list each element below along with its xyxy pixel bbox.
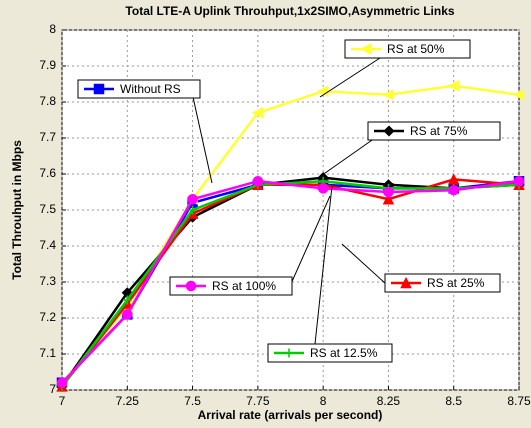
legend-label: RS at 25% (427, 276, 485, 290)
y-tick-label: 7.3 (39, 274, 56, 288)
marker (383, 125, 395, 137)
marker (513, 175, 525, 187)
y-tick-label: 7 (49, 382, 56, 396)
marker (56, 377, 68, 389)
x-tick-label: 8 (320, 394, 327, 408)
marker (122, 309, 133, 320)
marker (187, 193, 198, 205)
annotation-arrow (317, 137, 376, 179)
marker (359, 43, 372, 55)
marker (185, 280, 197, 292)
y-tick-label: 7.7 (39, 130, 56, 144)
annotation-box (169, 276, 293, 296)
legend-label: RS at 12.5% (310, 346, 378, 360)
x-tick-label: 7 (59, 394, 66, 408)
marker (122, 295, 132, 305)
x-tick-label: 7.5 (184, 394, 201, 408)
annotation: RS at 50% (319, 39, 471, 98)
marker (382, 193, 395, 205)
marker (251, 107, 264, 119)
annotation-box (344, 39, 471, 59)
marker (448, 184, 459, 196)
y-tick-label: 7.1 (39, 346, 56, 360)
annotation-arrow (319, 57, 381, 98)
annotation: RS at 12.5% (267, 185, 393, 363)
annotation-arrow (289, 195, 331, 287)
marker (317, 183, 329, 194)
annotation-arrow (314, 185, 333, 345)
legend-label: RS at 75% (410, 124, 468, 138)
annotation-box (367, 121, 501, 141)
x-tick-label: 8.75 (507, 394, 531, 408)
marker (93, 83, 105, 95)
marker (284, 348, 294, 358)
annotation-arrow (192, 96, 213, 184)
marker (400, 276, 412, 289)
annotation-arrow (341, 243, 387, 285)
legend-label: Without RS (120, 82, 181, 96)
y-axis-label: Total Throuhput in Mbps (10, 140, 24, 280)
annotation-box (77, 79, 201, 99)
annotation: RS at 100% (169, 195, 331, 296)
marker (382, 89, 394, 101)
x-tick-label: 8.25 (377, 394, 401, 408)
series-line (61, 179, 520, 388)
annotation: RS at 25% (341, 243, 501, 293)
marker (188, 205, 198, 215)
marker (512, 89, 525, 101)
x-tick-label: 8.5 (445, 394, 462, 408)
y-tick-label: 7.9 (39, 58, 56, 72)
series-line (61, 179, 520, 384)
annotation-box (267, 343, 393, 363)
chart-title: Total LTE-A Uplink Throuhput,1x2SIMO,Asy… (125, 4, 454, 18)
x-tick-label: 7.25 (116, 394, 140, 408)
y-tick-label: 8 (49, 22, 56, 36)
legend-label: RS at 100% (212, 279, 276, 293)
y-tick-label: 7.8 (39, 94, 56, 108)
marker (252, 175, 264, 187)
annotation-box (384, 273, 501, 293)
legend-label: RS at 50% (387, 42, 445, 56)
y-tick-label: 7.4 (39, 238, 56, 252)
y-tick-label: 7.5 (39, 202, 56, 216)
x-axis-label: Arrival rate (arrivals per second) (198, 408, 383, 422)
marker (447, 80, 459, 92)
y-tick-label: 7.2 (39, 310, 56, 324)
y-tick-label: 7.6 (39, 166, 56, 180)
marker (383, 186, 394, 198)
x-tick-label: 7.75 (246, 394, 270, 408)
annotation: Without RS (77, 79, 213, 184)
